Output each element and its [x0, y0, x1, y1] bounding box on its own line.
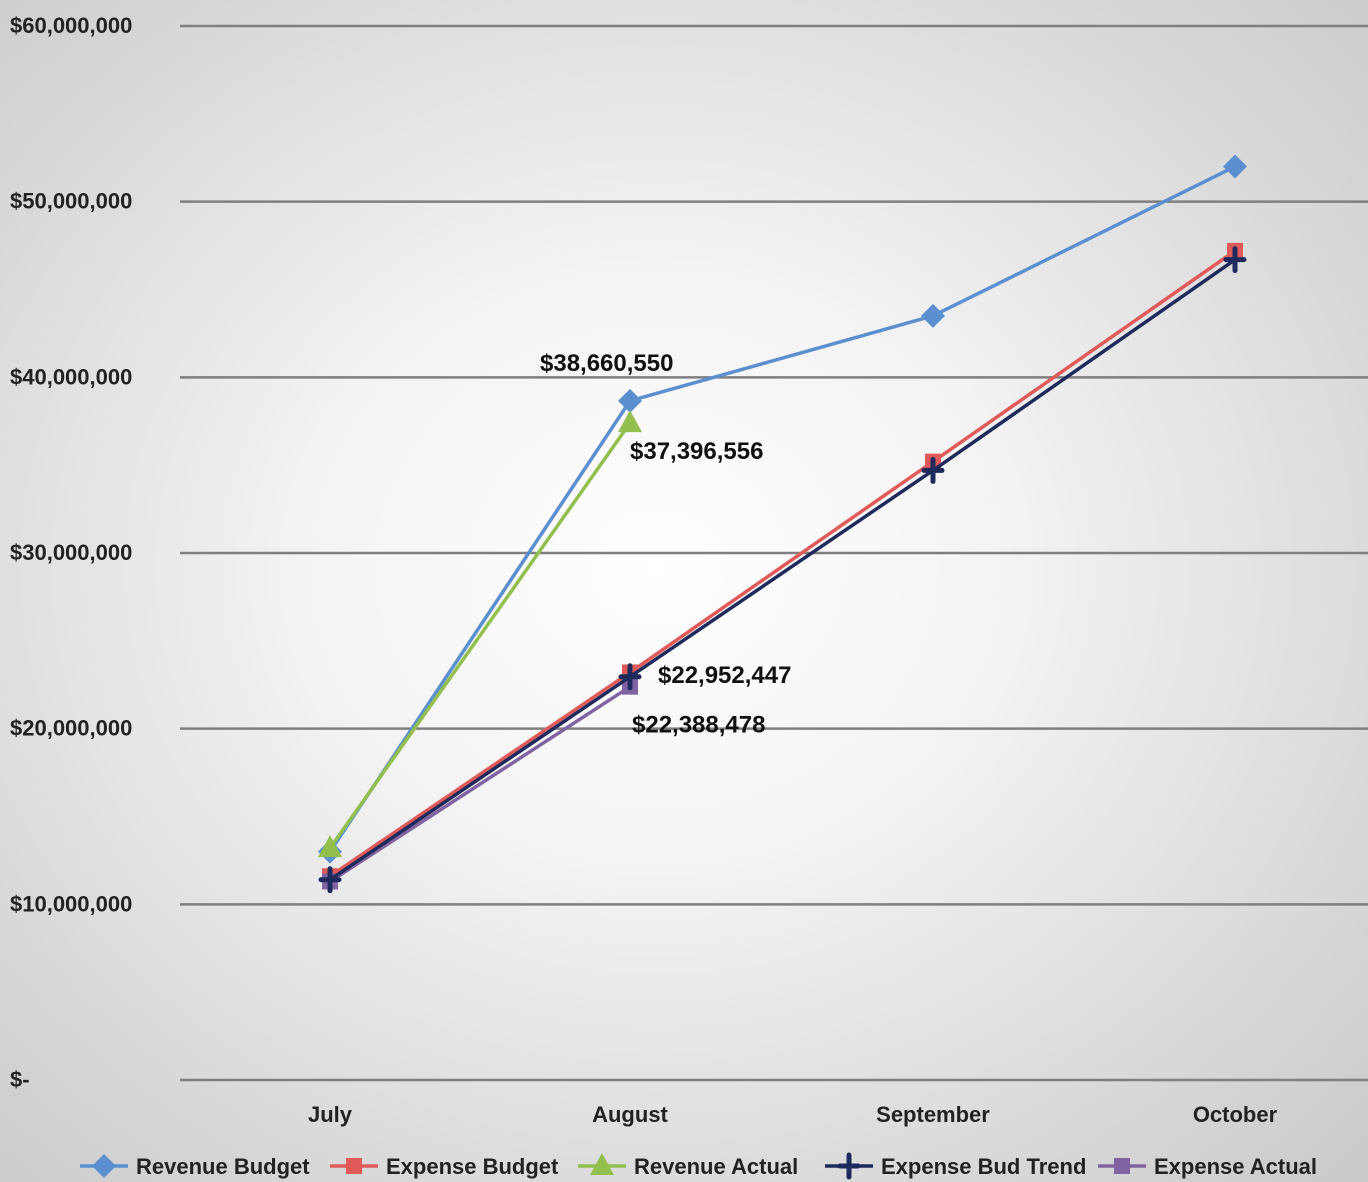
series-line-expense-bud-trend: [329, 258, 1237, 882]
series-revenue-actual: [318, 410, 642, 858]
legend-swatch-marker: [92, 1154, 116, 1178]
y-tick-label-4: $40,000,000: [10, 364, 132, 389]
series-line-expense-budget: [329, 249, 1237, 878]
y-tick-label-1: $10,000,000: [10, 891, 132, 916]
series-line-revenue-budget: [328, 164, 1236, 853]
y-axis-tick-labels: $- $10,000,000 $20,000,000 $30,000,000 $40,0…: [10, 13, 132, 1092]
y-tick-label-6: $60,000,000: [10, 13, 132, 38]
point-revenue-budget-august: [618, 388, 642, 413]
series-line-expense-actual: [329, 685, 631, 883]
legend-label: Revenue Actual: [634, 1154, 798, 1179]
legend-swatch-marker: [346, 1158, 362, 1174]
series-expense-budget: [322, 242, 1243, 885]
legend-swatch-marker: [837, 1152, 861, 1180]
y-tick-label-2: $20,000,000: [10, 716, 132, 741]
legend: Revenue Budget Expense Budget Revenue Actu…: [80, 1152, 1317, 1180]
legend-swatch-marker: [1114, 1158, 1130, 1174]
series-revenue-budget: [318, 154, 1247, 864]
x-category-label-october: October: [1193, 1102, 1278, 1127]
point-expense-bud-trend-october: [1223, 246, 1247, 274]
point-expense-bud-trend-july: [318, 866, 342, 894]
gridlines: [180, 24, 1368, 1082]
y-tick-label-5: $50,000,000: [10, 189, 132, 214]
data-label-revenue-budget: $38,660,550: [540, 350, 673, 377]
point-expense-bud-trend-september: [921, 456, 945, 484]
point-revenue-actual-july: [318, 835, 342, 858]
x-category-label-august: August: [592, 1102, 668, 1127]
legend-label: Expense Actual: [1154, 1154, 1317, 1179]
x-axis-category-labels: July August September October: [308, 1102, 1278, 1127]
series-expense-actual: [322, 678, 638, 890]
series-lines: [318, 154, 1247, 894]
legend-label: Expense Budget: [386, 1154, 559, 1179]
legend-label: Revenue Budget: [136, 1154, 310, 1179]
data-label-expense-bud-trend: $22,952,447: [658, 662, 791, 689]
y-tick-label-0: $-: [10, 1067, 30, 1092]
legend-entry-expense-actual: Expense Actual: [1098, 1154, 1317, 1179]
legend-swatch-marker: [590, 1153, 614, 1175]
legend-entry-expense-budget: Expense Budget: [330, 1154, 559, 1179]
point-revenue-budget-september: [921, 303, 945, 328]
series-line-revenue-actual: [328, 422, 632, 850]
point-revenue-actual-august: [618, 410, 642, 433]
point-revenue-budget-october: [1223, 154, 1247, 179]
data-labels: $38,660,550 $37,396,556 $22,952,447 $22,388…: [540, 350, 791, 739]
legend-entry-revenue-budget: Revenue Budget: [80, 1154, 310, 1179]
series-expense-bud-trend: [318, 246, 1247, 894]
data-label-revenue-actual: $37,396,556: [630, 438, 763, 465]
legend-entry-revenue-actual: Revenue Actual: [578, 1153, 798, 1179]
point-expense-bud-trend-august: [618, 663, 642, 691]
y-tick-label-3: $30,000,000: [10, 540, 132, 565]
legend-entry-expense-bud-trend: Expense Bud Trend: [825, 1152, 1086, 1180]
x-category-label-september: September: [876, 1102, 990, 1127]
x-category-label-july: July: [308, 1102, 353, 1127]
data-label-expense-actual: $22,388,478: [632, 712, 765, 739]
legend-label: Expense Bud Trend: [881, 1154, 1086, 1179]
